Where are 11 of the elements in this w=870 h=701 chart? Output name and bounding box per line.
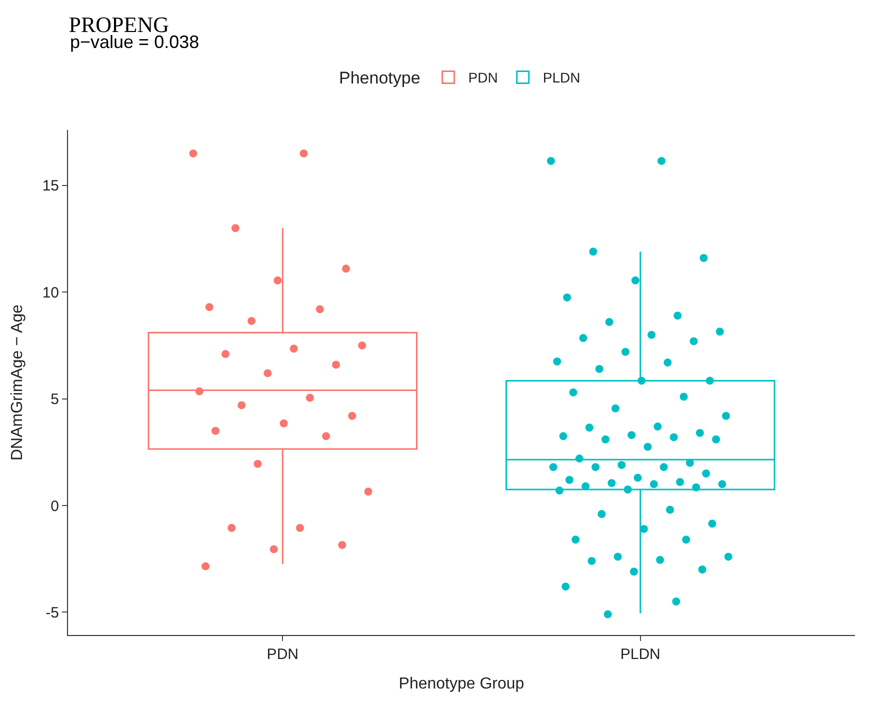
chart-subtitle: p−value = 0.038 [70,32,200,52]
y-tick-label: 15 [42,178,59,195]
x-axis-title: Phenotype Group [398,676,524,693]
y-tick-label: 0 [50,498,59,515]
legend-label: PDN [468,70,498,86]
y-tick-label: 5 [50,391,59,408]
y-tick-label: -5 [46,604,59,622]
y-tick-label: 10 [42,284,59,302]
legend-title: Phenotype [339,68,420,88]
y-axis-title: DNAmGrimAge − Age [9,304,26,461]
legend-label: PLDN [542,70,580,86]
